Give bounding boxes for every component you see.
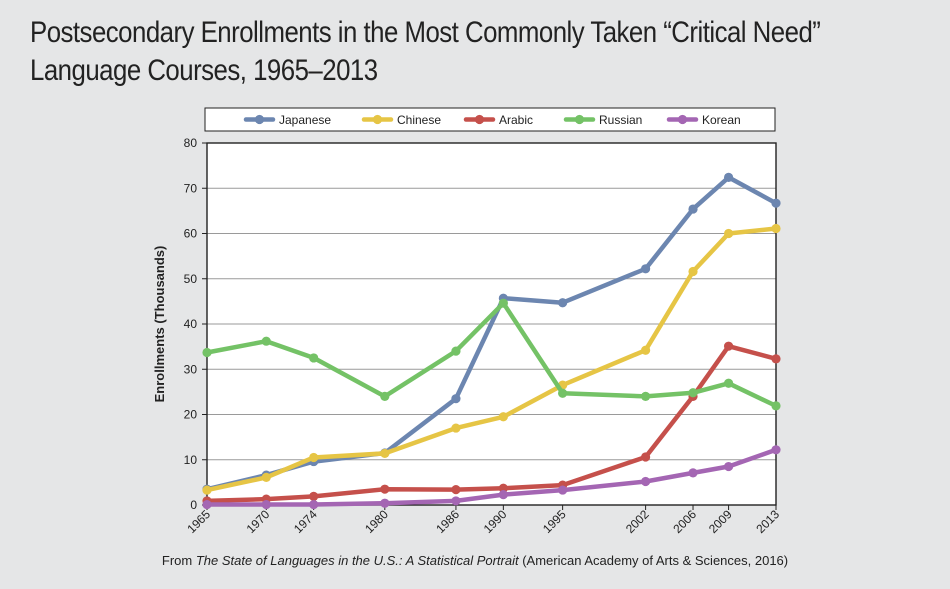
data-point-korean-1974 — [309, 499, 319, 510]
y-tick-label-50: 50 — [184, 272, 198, 286]
y-tick-label-10: 10 — [184, 453, 198, 467]
x-tick-label-2006: 2006 — [670, 507, 699, 536]
data-point-chinese-1974 — [309, 452, 319, 463]
data-point-chinese-2013 — [771, 223, 781, 234]
data-point-korean-2013 — [771, 445, 781, 455]
y-tick-label-70: 70 — [184, 181, 198, 195]
data-point-russian-1990 — [498, 298, 508, 308]
y-tick-label-30: 30 — [184, 362, 198, 376]
data-point-korean-1965 — [202, 499, 212, 510]
source-note: From The State of Languages in the U.S.:… — [0, 553, 950, 568]
data-point-japanese-2009 — [723, 172, 734, 182]
data-point-korean-1986 — [451, 496, 461, 506]
data-point-arabic-1980 — [380, 484, 390, 494]
data-point-japanese-2013 — [771, 198, 781, 208]
legend-swatch-marker-arabic — [474, 114, 485, 125]
x-tick-label-2002: 2002 — [623, 507, 652, 536]
data-point-korean-1995 — [558, 485, 568, 495]
data-point-russian-1995 — [558, 388, 568, 398]
source-suffix: (American Academy of Arts & Sciences, 20… — [518, 553, 789, 568]
data-point-chinese-1990 — [498, 412, 508, 422]
data-point-japanese-2002 — [641, 264, 651, 274]
data-point-arabic-2002 — [641, 452, 651, 462]
y-axis-label: Enrollments (Thousands) — [152, 246, 167, 403]
chart-title: Postsecondary Enrollments in the Most Co… — [30, 14, 821, 90]
data-point-russian-2009 — [723, 378, 734, 388]
legend-label-russian: Russian — [599, 113, 642, 127]
legend-label-chinese: Chinese — [397, 113, 441, 127]
y-tick-label-60: 60 — [184, 227, 198, 241]
data-point-korean-1980 — [380, 498, 390, 508]
data-point-arabic-1986 — [451, 485, 461, 495]
x-tick-label-1965: 1965 — [184, 507, 213, 536]
x-tick-label-1990: 1990 — [481, 507, 510, 536]
x-tick-label-1980: 1980 — [362, 507, 391, 536]
data-point-arabic-2009 — [723, 341, 734, 351]
legend-label-japanese: Japanese — [279, 113, 331, 127]
data-point-russian-2006 — [688, 388, 698, 398]
data-point-korean-2006 — [688, 468, 698, 478]
x-tick-label-2013: 2013 — [753, 507, 782, 536]
data-point-japanese-1995 — [558, 298, 568, 308]
data-point-japanese-1986 — [451, 394, 461, 404]
legend-swatch-marker-korean — [677, 114, 688, 125]
x-tick-label-2009: 2009 — [706, 507, 735, 536]
data-point-arabic-1974 — [309, 491, 319, 502]
data-point-korean-2009 — [723, 461, 734, 472]
source-prefix: From — [161, 553, 196, 568]
y-tick-label-20: 20 — [184, 408, 198, 422]
y-tick-label-40: 40 — [184, 317, 198, 331]
data-point-korean-2002 — [641, 476, 651, 487]
plot-frame — [206, 142, 777, 506]
data-point-russian-1986 — [451, 346, 461, 356]
x-tick-label-1970: 1970 — [244, 507, 273, 536]
x-tick-label-1995: 1995 — [540, 507, 569, 536]
x-tick-label-1986: 1986 — [433, 507, 462, 536]
chart-title-line-1: Postsecondary Enrollments in the Most Co… — [30, 16, 821, 49]
legend-swatch-marker-russian — [574, 114, 585, 125]
data-point-russian-2013 — [771, 401, 781, 411]
y-tick-label-0: 0 — [190, 498, 197, 512]
data-point-russian-1980 — [380, 391, 390, 401]
data-point-japanese-2006 — [688, 204, 698, 214]
data-point-chinese-2002 — [641, 345, 651, 355]
data-point-chinese-1986 — [451, 423, 461, 433]
data-point-arabic-2013 — [771, 354, 781, 364]
legend-label-arabic: Arabic — [499, 113, 533, 127]
data-point-korean-1970 — [261, 499, 271, 510]
data-point-russian-1970 — [261, 336, 271, 346]
data-point-chinese-1970 — [261, 472, 271, 482]
y-tick-label-80: 80 — [184, 136, 198, 150]
legend-swatch-marker-chinese — [372, 114, 383, 125]
data-point-arabic-1990 — [498, 483, 508, 493]
data-point-russian-1974 — [309, 353, 319, 363]
source-title: The State of Languages in the U.S.: A St… — [195, 553, 519, 568]
data-point-chinese-1965 — [202, 485, 212, 495]
legend-swatch-marker-japanese — [254, 114, 265, 125]
legend-label-korean: Korean — [702, 113, 741, 127]
data-point-russian-2002 — [641, 391, 651, 401]
data-point-chinese-2009 — [723, 228, 734, 239]
data-point-chinese-2006 — [688, 266, 698, 277]
data-point-russian-1965 — [202, 347, 212, 358]
chart-title-line-2: Language Courses, 1965–2013 — [30, 54, 378, 87]
data-point-korean-1990 — [498, 489, 508, 500]
data-point-chinese-1980 — [380, 448, 390, 459]
x-tick-label-1974: 1974 — [291, 507, 320, 536]
